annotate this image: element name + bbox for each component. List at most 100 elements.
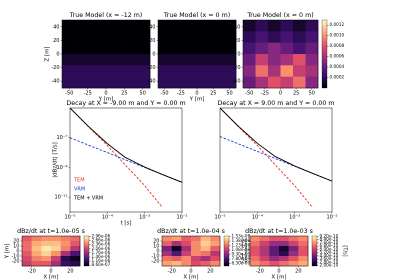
heatmap-cell [135,76,151,89]
colorbar-tick-label: 8.40e-10 [320,237,339,242]
heatmap-cell [162,261,172,267]
heatmap-cell [120,54,136,66]
y-tick-label: 20 [149,38,155,44]
heatmap-cell [41,236,52,242]
heatmap-cell [171,256,182,262]
x-tick-label: 25 [210,91,216,97]
y-tick-label: 0 [152,52,155,58]
heatmap-cell [288,256,299,262]
x-tick-label: -20 [168,269,176,275]
colorbar-tick-label: 2.36e-06 [92,242,111,247]
x-tick-label: 25 [121,91,127,97]
heatmap-cell [223,65,237,77]
heatmap-cell [200,256,211,262]
heatmap-cell [22,236,32,242]
heatmap-cell [41,261,52,267]
heatmap-cell [243,65,256,77]
heatmap-cell [268,20,281,32]
heatmap-cell [106,76,121,89]
chart-title: dBz/dt at t=1.0e-03 s [245,228,313,235]
heatmap-cell [135,65,151,77]
heatmap-cell [280,20,294,32]
heatmap-cell [120,76,136,89]
heatmap-cell [250,256,260,262]
heatmap-cell [210,256,221,262]
heatmap-cell [255,76,269,89]
y-tick-label: -20 [232,65,240,71]
heatmap-cell [200,261,211,267]
y-tick-label: -20 [151,259,159,265]
heatmap-cell [288,251,299,257]
heatmap-cell [243,20,256,32]
heatmap-cell [305,31,319,43]
y-tick-label: -20 [239,259,247,265]
colorbar-tick-label: 5.20e-10 [320,250,339,255]
heatmap-cell [62,76,77,89]
y-tick-label: -10 [11,254,19,260]
x-tick-label: 20 [67,269,73,275]
heatmap-cell [210,76,224,89]
heatmap-cell [135,20,151,32]
heatmap-cell [62,31,77,43]
x-tick-label: 0 [189,269,192,275]
heatmap-cell [171,42,185,55]
y-tick-label: 20 [234,38,240,44]
heatmap-cell [162,236,172,242]
heatmap-cell [288,261,299,267]
colorbar-tick-label: 7.80e-09 [232,256,251,261]
heatmap-cell [197,20,211,32]
heatmap-cell [250,251,260,257]
heatmap-cell [210,54,224,66]
heatmap-cell [280,42,294,55]
heatmap-cell [62,20,77,32]
x-tick-label: -25 [261,91,269,97]
heatmap-cell [41,251,52,257]
heatmap-cell [76,54,92,66]
heatmap-cell [223,20,237,32]
x-tick-label: -25 [177,91,185,97]
heatmap-cell [41,241,52,247]
heatmap-cell [269,241,280,247]
colorbar-tick-label: 1.38e-08 [232,238,251,243]
heatmap-cell [293,54,306,66]
heatmap-cell [51,256,61,262]
colorbar [83,235,90,267]
heatmap-cell [298,236,309,242]
heatmap-cell [269,236,280,242]
heatmap-cell [76,20,92,32]
heatmap-cell [280,31,294,43]
heatmap-cell [191,251,201,257]
heatmap-cell [259,246,270,252]
colorbar [311,235,318,267]
axes-frame [219,107,333,213]
x-tick-label: 20 [207,269,213,275]
heatmap-cell [171,31,185,43]
x-tick-label: 10⁻⁴ [252,215,263,221]
x-tick-label: -25 [84,91,92,97]
x-tick-label: 0 [277,269,280,275]
heatmap-cell [210,20,224,32]
heatmap-cell [250,236,260,242]
axes-frame [69,107,183,213]
heatmap-cell [31,241,42,247]
heatmap-cell [51,236,61,242]
heatmap-cell [223,76,237,89]
y-tick-label: 10⁻¹¹ [54,195,67,201]
colorbar-label: [T/s] [342,245,348,256]
x-tick-label: -20 [256,269,264,275]
series-line [220,108,313,208]
heatmap-cell [293,31,306,43]
heatmap-cell [158,65,172,77]
x-tick-label: 10⁻⁵ [214,215,225,221]
heatmap-cell [171,236,182,242]
x-tick-label: -50 [160,91,168,97]
heatmap-cell [162,246,172,252]
heatmap-cell [51,251,61,257]
colorbar-tick-label: 0.0010 [330,33,345,38]
heatmap-cell [70,241,81,247]
y-tick-label: 10⁻⁹ [56,165,67,171]
colorbar-tick-label: 7.60e-10 [320,240,339,245]
heatmap-cell [120,42,136,55]
heatmap-cell [279,241,289,247]
heatmap-cell [243,31,256,43]
